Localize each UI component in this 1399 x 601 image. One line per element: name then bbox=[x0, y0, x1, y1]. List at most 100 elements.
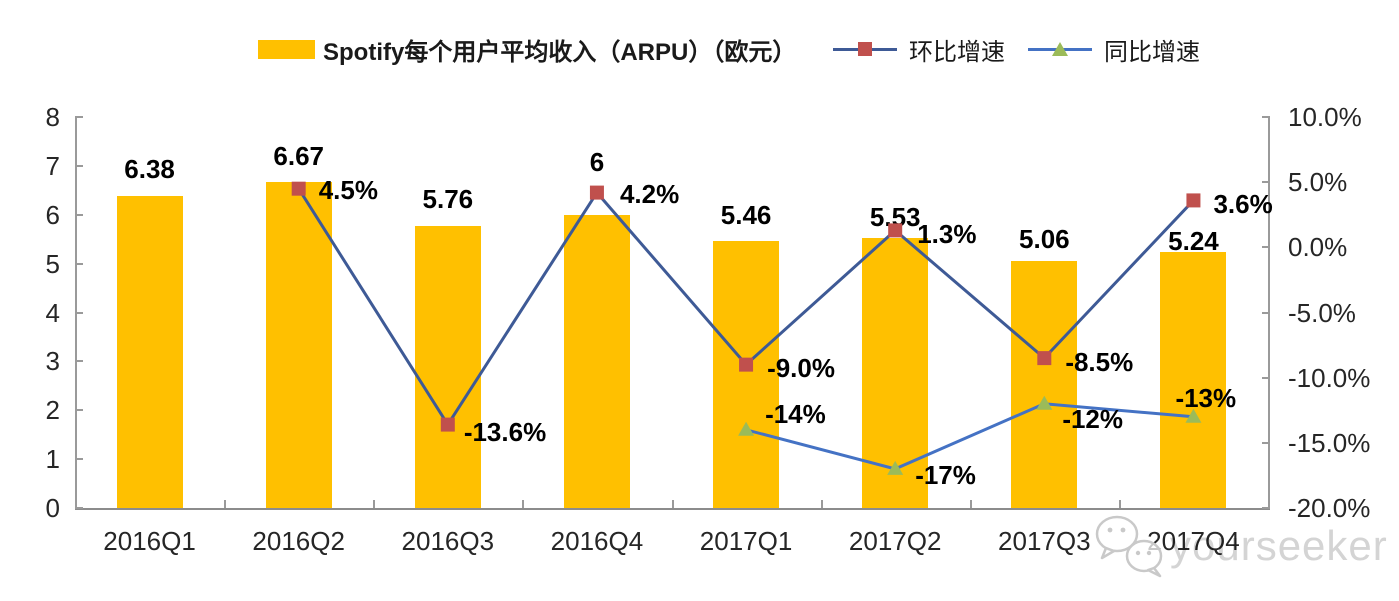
green-triangle-marker-icon bbox=[1052, 42, 1068, 56]
left-axis-tick-label: 6 bbox=[45, 199, 60, 230]
right-axis-tick bbox=[1262, 441, 1270, 444]
bar-2016Q4 bbox=[563, 214, 630, 508]
chart-legend: Spotify每个用户平均收入（ARPU）（欧元） 环比增速 同比增速 bbox=[0, 34, 1399, 66]
bar-2017Q4 bbox=[1160, 251, 1227, 508]
bar-2017Q1 bbox=[713, 241, 780, 508]
bar-2016Q2 bbox=[265, 182, 332, 508]
bar-value-label: 5.76 bbox=[422, 184, 474, 215]
x-axis-tick bbox=[1118, 500, 1121, 508]
legend-item-yoy-line: 同比增速 bbox=[1028, 34, 1200, 66]
x-axis-label-2017Q1: 2017Q1 bbox=[699, 526, 793, 556]
qoq-value-label: 1.3% bbox=[917, 219, 977, 250]
qoq-line-sample bbox=[833, 34, 897, 64]
x-axis-label-2016Q4: 2016Q4 bbox=[550, 526, 644, 556]
right-axis-tick-label: -15.0% bbox=[1288, 427, 1371, 458]
qoq-value-label: -8.5% bbox=[1065, 347, 1134, 378]
left-axis-tick bbox=[75, 409, 83, 412]
qoq-growth-line bbox=[297, 187, 1195, 428]
right-axis-tick-label: -5.0% bbox=[1288, 297, 1356, 328]
bar-value-label: 5.46 bbox=[720, 200, 772, 231]
qoq-marker-2017Q4 bbox=[1186, 193, 1201, 208]
left-axis-tick-label: 3 bbox=[45, 346, 60, 377]
bar-series-swatch bbox=[258, 39, 315, 59]
qoq-value-label: 4.5% bbox=[318, 174, 378, 205]
x-axis-label-2017Q4: 2017Q4 bbox=[1147, 526, 1240, 556]
left-axis-tick bbox=[75, 116, 83, 118]
yoy-line-sample bbox=[1028, 34, 1092, 64]
yoy-value-label: -17% bbox=[915, 459, 976, 490]
x-axis-tick bbox=[1268, 500, 1270, 508]
right-axis-tick bbox=[1262, 311, 1270, 314]
qoq-marker-2017Q3 bbox=[1037, 351, 1052, 366]
bar-value-label: 6.38 bbox=[124, 154, 175, 185]
left-axis-tick-label: 0 bbox=[45, 493, 60, 523]
left-axis-tick bbox=[75, 164, 83, 167]
x-axis-tick bbox=[671, 500, 674, 508]
qoq-marker-2016Q2 bbox=[291, 181, 306, 196]
x-axis-tick bbox=[969, 500, 972, 508]
right-axis-tick-label: 0.0% bbox=[1288, 232, 1348, 263]
yoy-value-label: -12% bbox=[1062, 403, 1124, 434]
x-axis-tick bbox=[522, 500, 525, 508]
x-axis-label-2017Q2: 2017Q2 bbox=[848, 526, 942, 556]
left-axis-tick bbox=[75, 458, 83, 461]
right-axis-tick bbox=[1262, 376, 1270, 379]
x-axis-tick bbox=[373, 500, 376, 508]
left-axis-tick-label: 7 bbox=[45, 150, 60, 181]
left-axis-tick-label: 4 bbox=[45, 297, 60, 328]
left-axis-tick-label: 1 bbox=[45, 444, 60, 475]
x-axis-label-2016Q2: 2016Q2 bbox=[252, 526, 345, 556]
bar-value-label: 6.67 bbox=[273, 141, 324, 171]
yoy-marker-2017Q4 bbox=[1185, 408, 1202, 423]
qoq-value-label: 4.2% bbox=[619, 178, 680, 209]
qoq-marker-2016Q3 bbox=[440, 417, 455, 432]
bar-2017Q3 bbox=[1011, 260, 1078, 508]
red-square-marker-icon bbox=[858, 42, 872, 56]
x-axis-label-2017Q3: 2017Q3 bbox=[998, 526, 1091, 556]
legend-item-arpu-bars: Spotify每个用户平均收入（ARPU）（欧元） bbox=[258, 34, 797, 66]
bar-2016Q3 bbox=[414, 226, 481, 508]
right-axis-tick bbox=[1262, 246, 1270, 249]
left-axis-tick-label: 5 bbox=[45, 248, 60, 279]
yoy-marker-2017Q3 bbox=[1036, 395, 1053, 410]
x-axis-label-2016Q1: 2016Q1 bbox=[103, 526, 196, 556]
yoy-value-label: -14% bbox=[765, 398, 826, 429]
qoq-marker-2017Q2 bbox=[888, 223, 903, 238]
bar-2016Q1 bbox=[116, 196, 183, 508]
qoq-marker-2016Q4 bbox=[589, 185, 604, 200]
yoy-marker-2017Q2 bbox=[887, 460, 904, 475]
qoq-value-label: -9.0% bbox=[767, 352, 835, 383]
left-axis-tick-label: 2 bbox=[45, 395, 60, 426]
qoq-value-label: -13.6% bbox=[463, 416, 547, 447]
legend-item-qoq-line: 环比增速 bbox=[833, 34, 1005, 66]
yoy-value-label: -13% bbox=[1175, 382, 1237, 413]
legend-label-arpu: Spotify每个用户平均收入（ARPU）（欧元） bbox=[323, 38, 797, 66]
right-axis-tick-label: -20.0% bbox=[1288, 493, 1371, 523]
right-axis-tick bbox=[1262, 181, 1270, 184]
right-axis-tick bbox=[1262, 507, 1270, 509]
left-axis-tick-label: 8 bbox=[45, 102, 60, 132]
x-axis-label-2016Q3: 2016Q3 bbox=[401, 526, 495, 556]
right-axis-tick-label: 10.0% bbox=[1288, 102, 1362, 132]
legend-label-yoy: 同比增速 bbox=[1104, 38, 1200, 66]
x-axis-line bbox=[75, 508, 1270, 510]
right-axis-tick bbox=[1262, 116, 1270, 118]
right-axis-tick-label: -10.0% bbox=[1288, 362, 1371, 393]
left-axis-tick bbox=[75, 262, 83, 265]
left-axis-tick bbox=[75, 507, 83, 509]
yoy-marker-2017Q1 bbox=[738, 421, 755, 436]
left-axis-tick bbox=[75, 311, 83, 314]
bar-value-label: 5.06 bbox=[1019, 223, 1070, 254]
x-axis-tick bbox=[224, 500, 227, 508]
qoq-marker-2017Q1 bbox=[739, 357, 754, 372]
bar-value-label: 6 bbox=[589, 146, 605, 177]
legend-label-qoq: 环比增速 bbox=[909, 38, 1005, 66]
x-axis-tick bbox=[75, 500, 77, 508]
yoy-growth-line bbox=[745, 402, 1194, 471]
qoq-value-label: 3.6% bbox=[1213, 189, 1273, 220]
bar-value-label: 5.24 bbox=[1168, 225, 1219, 256]
x-axis-tick bbox=[820, 500, 823, 508]
left-axis-tick bbox=[75, 360, 83, 363]
